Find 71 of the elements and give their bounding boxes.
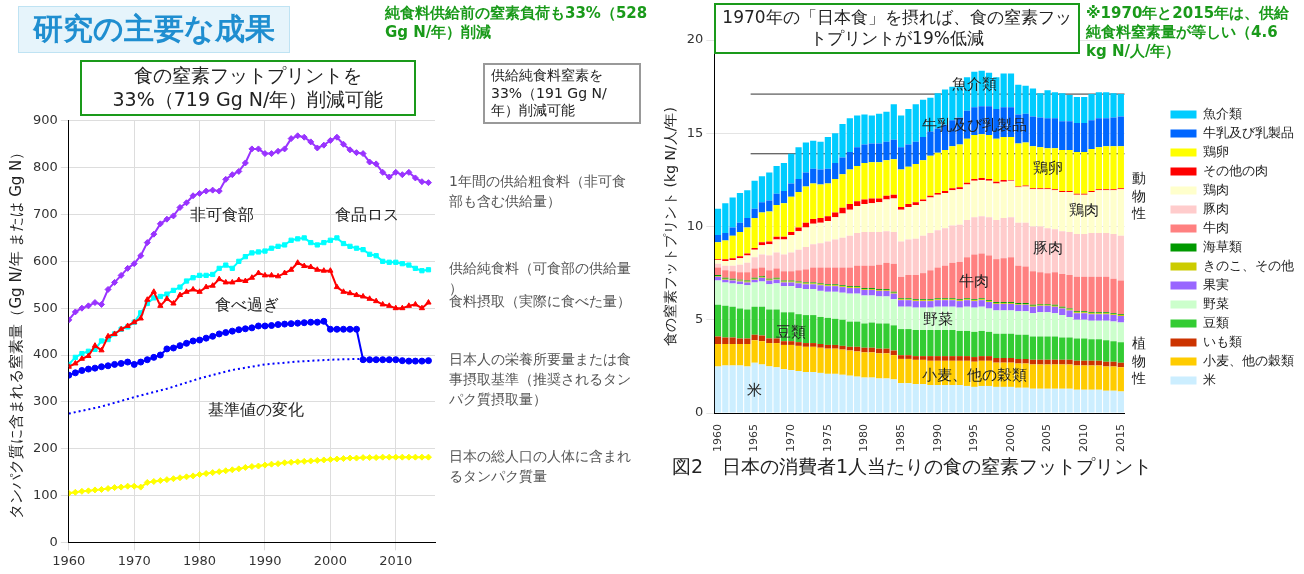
legend-label: 果実	[1203, 276, 1229, 292]
annotation: ※1970年と2015年は、供給純食料窒素量が等しい（4.6 kg N/人/年）	[1086, 4, 1291, 61]
annotation: 基準値の変化	[208, 400, 304, 420]
y-tick-label: 600	[32, 252, 58, 268]
legend-label: 米	[1203, 371, 1216, 387]
legend-label: 野菜	[1203, 295, 1229, 311]
annotation: 非可食部	[190, 205, 254, 225]
chart-title: 研究の主要な成果	[18, 6, 290, 53]
y-tick-label: 0	[695, 404, 704, 420]
annotation: 食べ過ぎ	[215, 295, 279, 315]
x-tick-label: 1970	[117, 552, 151, 568]
x-tick-label: 1990	[248, 552, 282, 568]
legend-label: きのこ、その他	[1203, 257, 1294, 273]
annotation: 野菜	[922, 309, 953, 328]
y-tick-label: 500	[32, 299, 58, 315]
y-tick-label: 100	[32, 486, 58, 502]
legend-label: 魚介類	[1203, 105, 1242, 121]
y-tick-label: 15	[686, 124, 704, 140]
x-tick-label: 1980	[857, 424, 871, 453]
legend-label: 牛肉	[1203, 219, 1229, 235]
x-tick-label: 1960	[52, 552, 86, 568]
legend-label: いも類	[1203, 333, 1242, 349]
x-tick-label: 1960	[710, 424, 724, 453]
y-tick-label: 700	[32, 205, 58, 221]
series-label: 1年間の供給粗食料（非可食部も含む供給量）	[449, 173, 626, 210]
annotation: 米	[747, 380, 763, 399]
annotation: 牛肉	[959, 272, 990, 291]
legend-label: その他の肉	[1203, 162, 1268, 178]
text: 植物性	[1132, 335, 1146, 388]
text: 供給純食料窒素を33%（191 Gg N/年）削減可能	[483, 63, 641, 124]
x-tick-label: 1990	[930, 424, 944, 453]
legend-label: 牛乳及び乳製品	[1203, 124, 1294, 140]
y-tick-label: 5	[695, 311, 704, 327]
y-tick-label: 300	[32, 393, 58, 409]
y-tick-label: 0	[49, 533, 58, 549]
y-tick-label: 900	[32, 112, 58, 128]
annotation: 鶏肉	[1069, 201, 1100, 220]
y-tick-label: 800	[32, 159, 58, 175]
legend-label: 海草類	[1203, 238, 1242, 254]
y-axis-title: 食の窒素フットプリント (kg N/人/年)	[662, 107, 679, 346]
x-tick-label: 1995	[967, 424, 981, 453]
legend-label: 鶏卵	[1203, 143, 1229, 159]
text: 純食料供給前の窒素負荷も33%（528 Gg N/年）削減	[385, 4, 649, 42]
annotation: 1970年の「日本食」を摂れば、食の窒素フットプリントが19%低減	[714, 3, 1080, 54]
x-tick-label: 2015	[1113, 424, 1127, 453]
x-tick-label: 1985	[893, 424, 907, 453]
x-tick-label: 1980	[183, 552, 217, 568]
x-tick-label: 1970	[784, 424, 798, 453]
annotation: 食品ロス	[335, 205, 399, 225]
annotation: 豚肉	[1032, 238, 1063, 257]
legend-label: 鶏肉	[1203, 181, 1229, 197]
x-tick-label: 2000	[313, 552, 347, 568]
y-tick-label: 400	[32, 346, 58, 362]
x-tick-label: 1965	[747, 424, 761, 453]
y-axis-title: タンパク質に含まれる窒素量（Gg N/年 または Gg N）	[6, 144, 25, 519]
y-tick-label: 200	[32, 440, 58, 456]
y-tick-label: 10	[686, 217, 704, 233]
legend-label: 小麦、他の穀類	[1203, 352, 1294, 368]
x-tick-label: 2000	[1003, 424, 1017, 453]
series-label: 日本人の栄養所要量または食事摂取基準（推奨されるタンパク質摂取量）	[448, 351, 631, 408]
legend-label: 豆類	[1203, 314, 1229, 330]
x-tick-label: 2010	[1077, 424, 1091, 453]
legend-label: 豚肉	[1203, 200, 1229, 216]
x-tick-label: 2010	[379, 552, 413, 568]
x-tick-label: 1975	[820, 424, 834, 453]
x-tick-label: 2005	[1040, 424, 1054, 453]
text: 動物性	[1132, 170, 1146, 223]
caption: 図2 日本の消費者1人当たりの食の窒素フットプリント	[672, 455, 1154, 479]
series-label: 日本の総人口の人体に含まれるタンパク質量	[449, 447, 631, 484]
text: 食の窒素フットプリントを33%（719 Gg N/年）削減可能	[80, 60, 416, 116]
y-tick-label: 20	[686, 31, 704, 47]
